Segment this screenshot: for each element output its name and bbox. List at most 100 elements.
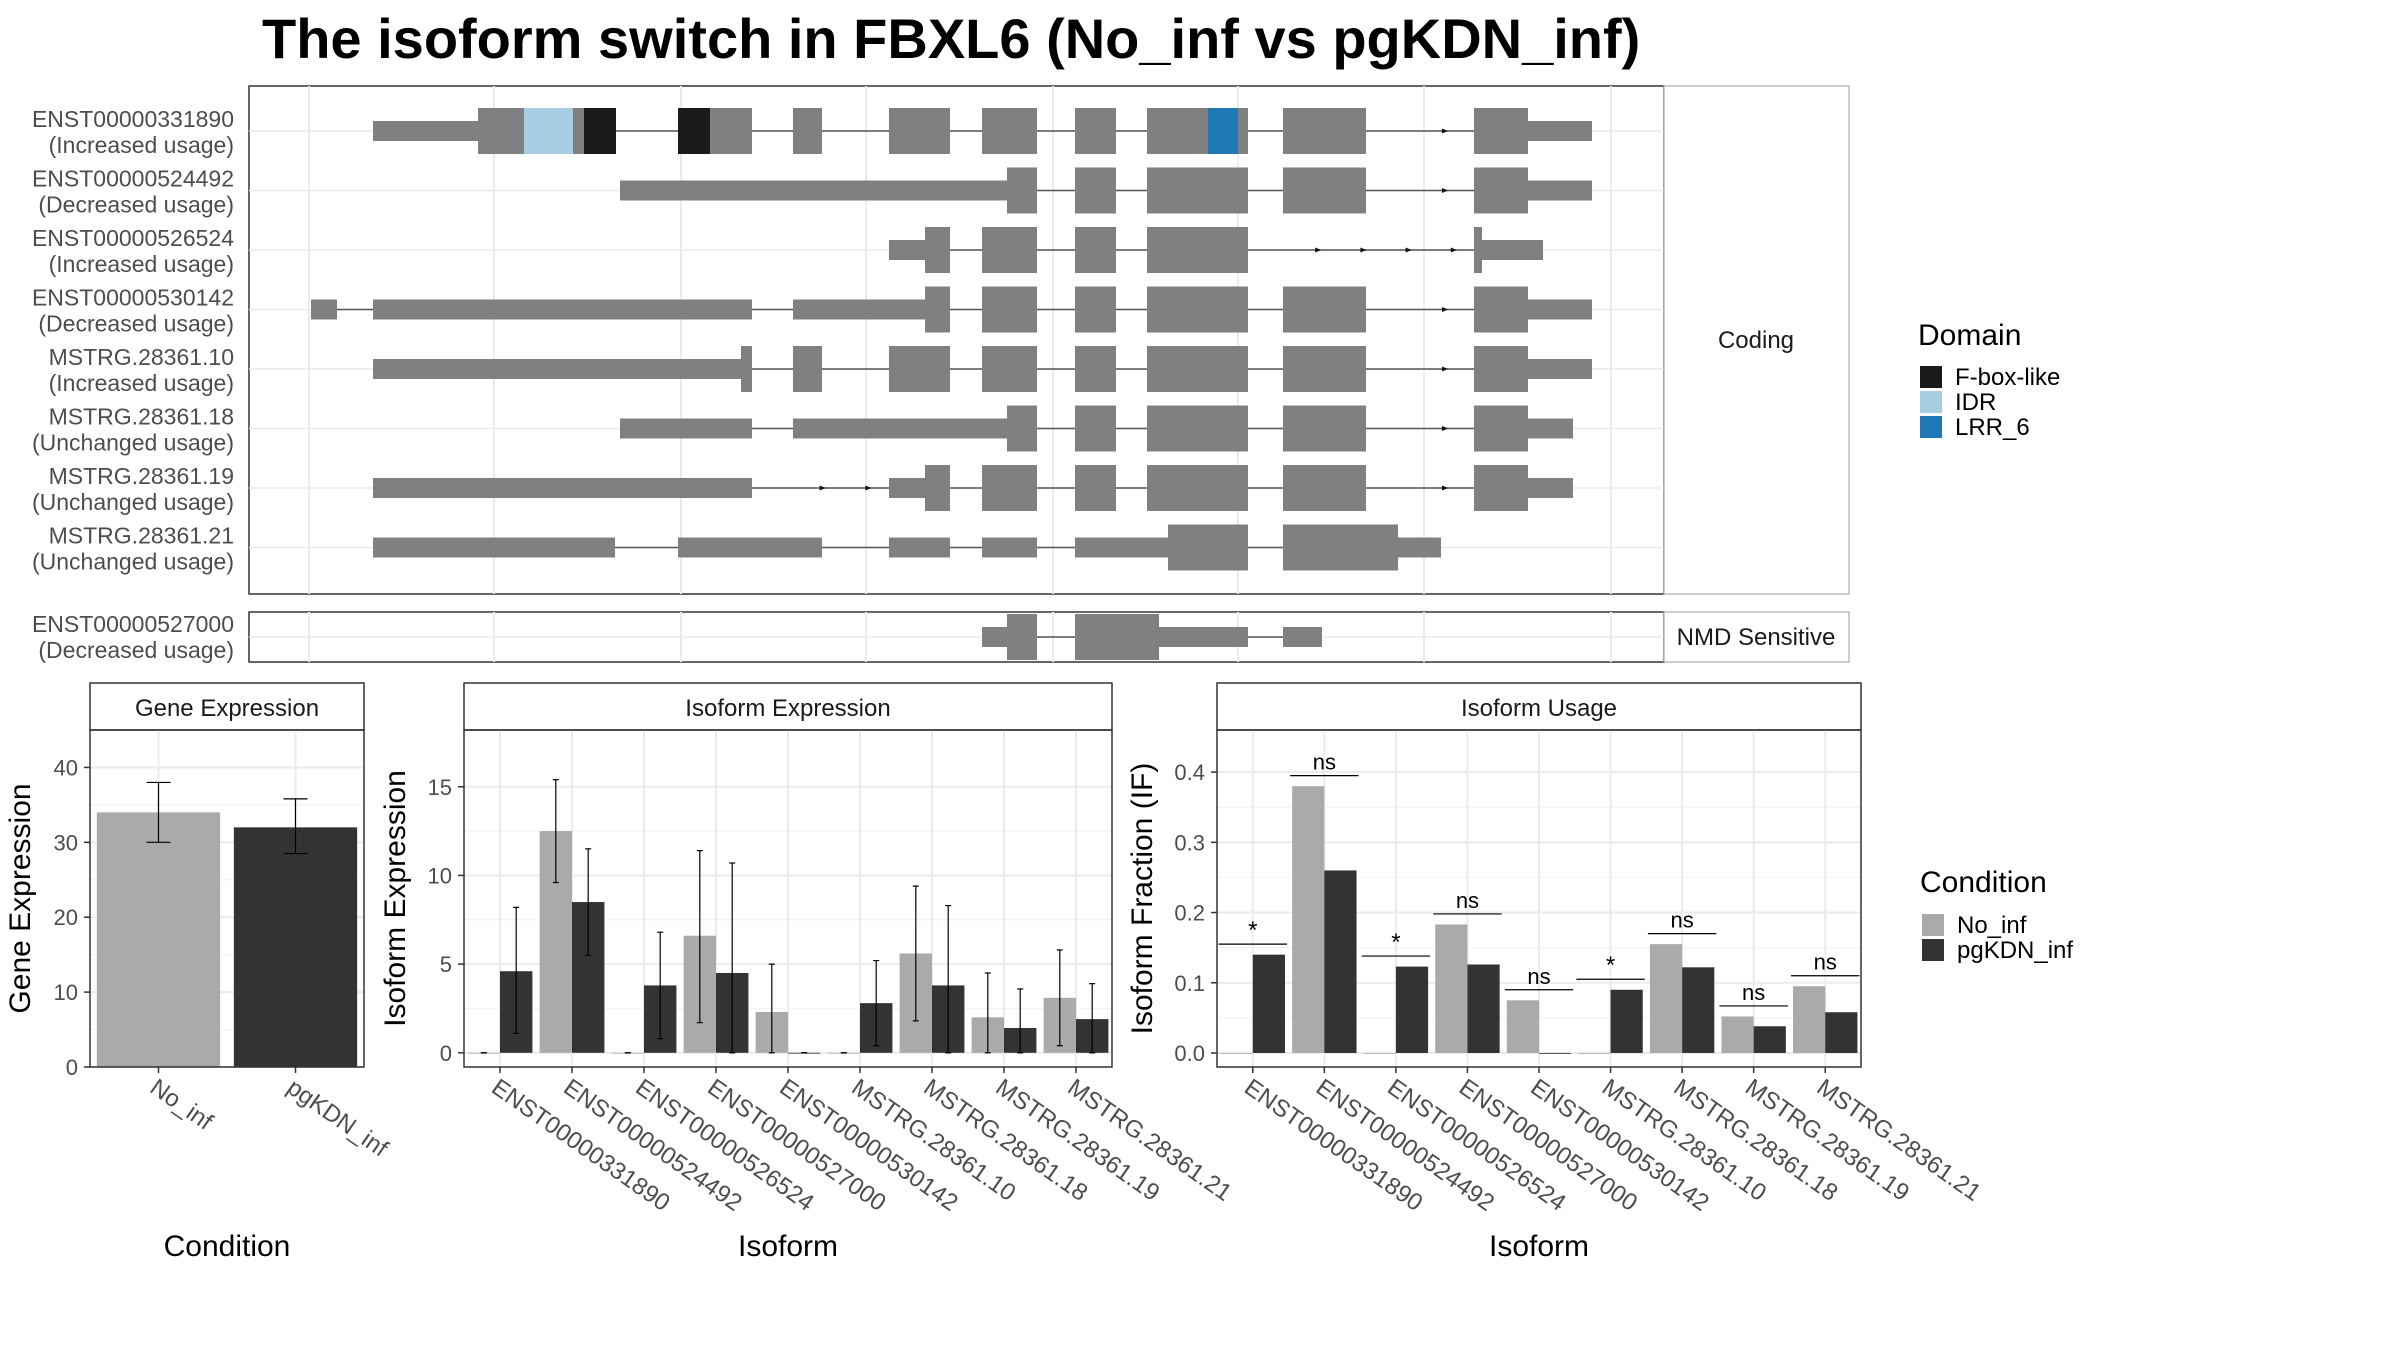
y-axis-title: Isoform Expression [379,770,412,1027]
utr-exon [1528,359,1592,379]
coding-exon [925,286,950,333]
bar [1467,964,1500,1053]
x-axis-title: Isoform [1489,1230,1589,1263]
significance-label: ns [1313,750,1336,775]
coding-exon [578,108,584,154]
coding-exon [1075,227,1116,273]
utr-exon [678,537,822,558]
coding-exon [1147,465,1248,511]
error-bar [729,862,736,1054]
significance-annotation: ns [1791,950,1860,977]
transcript-usage-label: (Decreased usage) [38,311,234,337]
panel-title: Gene Expression [135,695,319,722]
legend-label: No_inf [1957,912,2027,939]
strand-arrow [819,485,826,491]
coding-exon [1075,614,1159,660]
significance-annotation: ns [1719,980,1788,1007]
coding-exon [478,108,524,154]
error-bar [1017,988,1024,1054]
y-tick-label: 0.2 [1174,901,1205,926]
significance-label: ns [1670,908,1693,933]
bars [1220,786,1858,1054]
condition-legend-title: Condition [1920,866,2047,899]
coding-exon [1147,346,1248,392]
utr-exon [793,418,1007,439]
coding-exon [925,227,950,273]
domain-segment [1238,108,1248,154]
coding-strip [1663,85,1850,595]
bars [467,779,1109,1054]
coding-exon [1007,614,1037,660]
nmd-strip [1663,611,1850,663]
utr-exon [1159,627,1248,647]
error-bar [552,779,559,884]
transcript-track [982,614,1322,660]
utr-exon [373,537,615,558]
strand-arrow [1450,247,1457,253]
significance-label: ns [1814,950,1837,975]
y-tick-label: 20 [54,905,78,930]
plot-frame [89,729,365,1068]
transcript-id-label: ENST00000526524 [32,225,234,251]
transcript-usage-label: (Unchanged usage) [32,549,234,575]
legend-label: pgKDN_inf [1957,937,2073,964]
transcript-labels: ENST00000331890(Increased usage) ENST0000… [32,106,234,663]
coding-exon [1283,524,1398,571]
utr-exon [982,537,1037,558]
legend-label: F-box-like [1955,364,2060,391]
nmd-strip-label: NMD Sensitive [1677,624,1836,651]
domain-segment [524,108,573,154]
transcript-track [373,524,1441,571]
significance-label: * [1391,929,1400,956]
utr-exon [373,478,752,498]
utr-exon [1528,478,1573,498]
utr-exon [1528,121,1592,141]
coding-exon [982,286,1037,333]
strand-arrow [1360,247,1367,253]
coding-exon [1283,405,1366,452]
x-axis-title: Isoform [738,1230,838,1263]
significance-label: * [1248,917,1257,944]
significance-annotation: ns [1290,750,1359,777]
legend-key [1922,914,1944,936]
transcript-track [373,346,1592,392]
utr-exon [620,180,1007,201]
bar [1324,870,1357,1053]
y-tick-label: 30 [54,830,78,855]
bar [1793,986,1826,1053]
coding-exon [982,465,1037,511]
coding-exon [793,346,822,392]
coding-exon [1474,108,1528,154]
bar [1721,1016,1754,1053]
transcript-usage-label: (Unchanged usage) [32,430,234,456]
transcript-usage-label: (Increased usage) [49,132,234,158]
coding-exon [1474,286,1528,333]
coding-exon [1168,524,1248,571]
bar [1682,967,1715,1053]
bar [1220,1052,1253,1054]
coding-exon [1283,465,1366,511]
strand-arrow [1442,128,1448,134]
error-bar [283,798,308,855]
legend-key [1920,366,1942,388]
transcript-usage-label: (Unchanged usage) [32,489,234,515]
transcript-id-label: MSTRG.28361.21 [49,523,234,549]
domain-legend-title: Domain [1918,319,2021,352]
error-bar [912,885,919,1022]
coding-exon [1147,405,1248,452]
significance-label: ns [1527,964,1550,989]
utr-exon [1482,240,1543,260]
panel-strip [1216,682,1862,731]
bar [1395,966,1429,1053]
utr-exon [1283,627,1322,647]
utr-exon [373,359,741,379]
utr-exon [889,537,950,558]
bar [1506,1000,1539,1053]
figure-title: The isoform switch in FBXL6 (No_inf vs p… [262,7,1640,70]
legend-key [1920,416,1942,438]
domain-segment [678,108,710,154]
transcript-id-label: ENST00000331890 [32,106,234,132]
coding-exon [1075,167,1116,214]
